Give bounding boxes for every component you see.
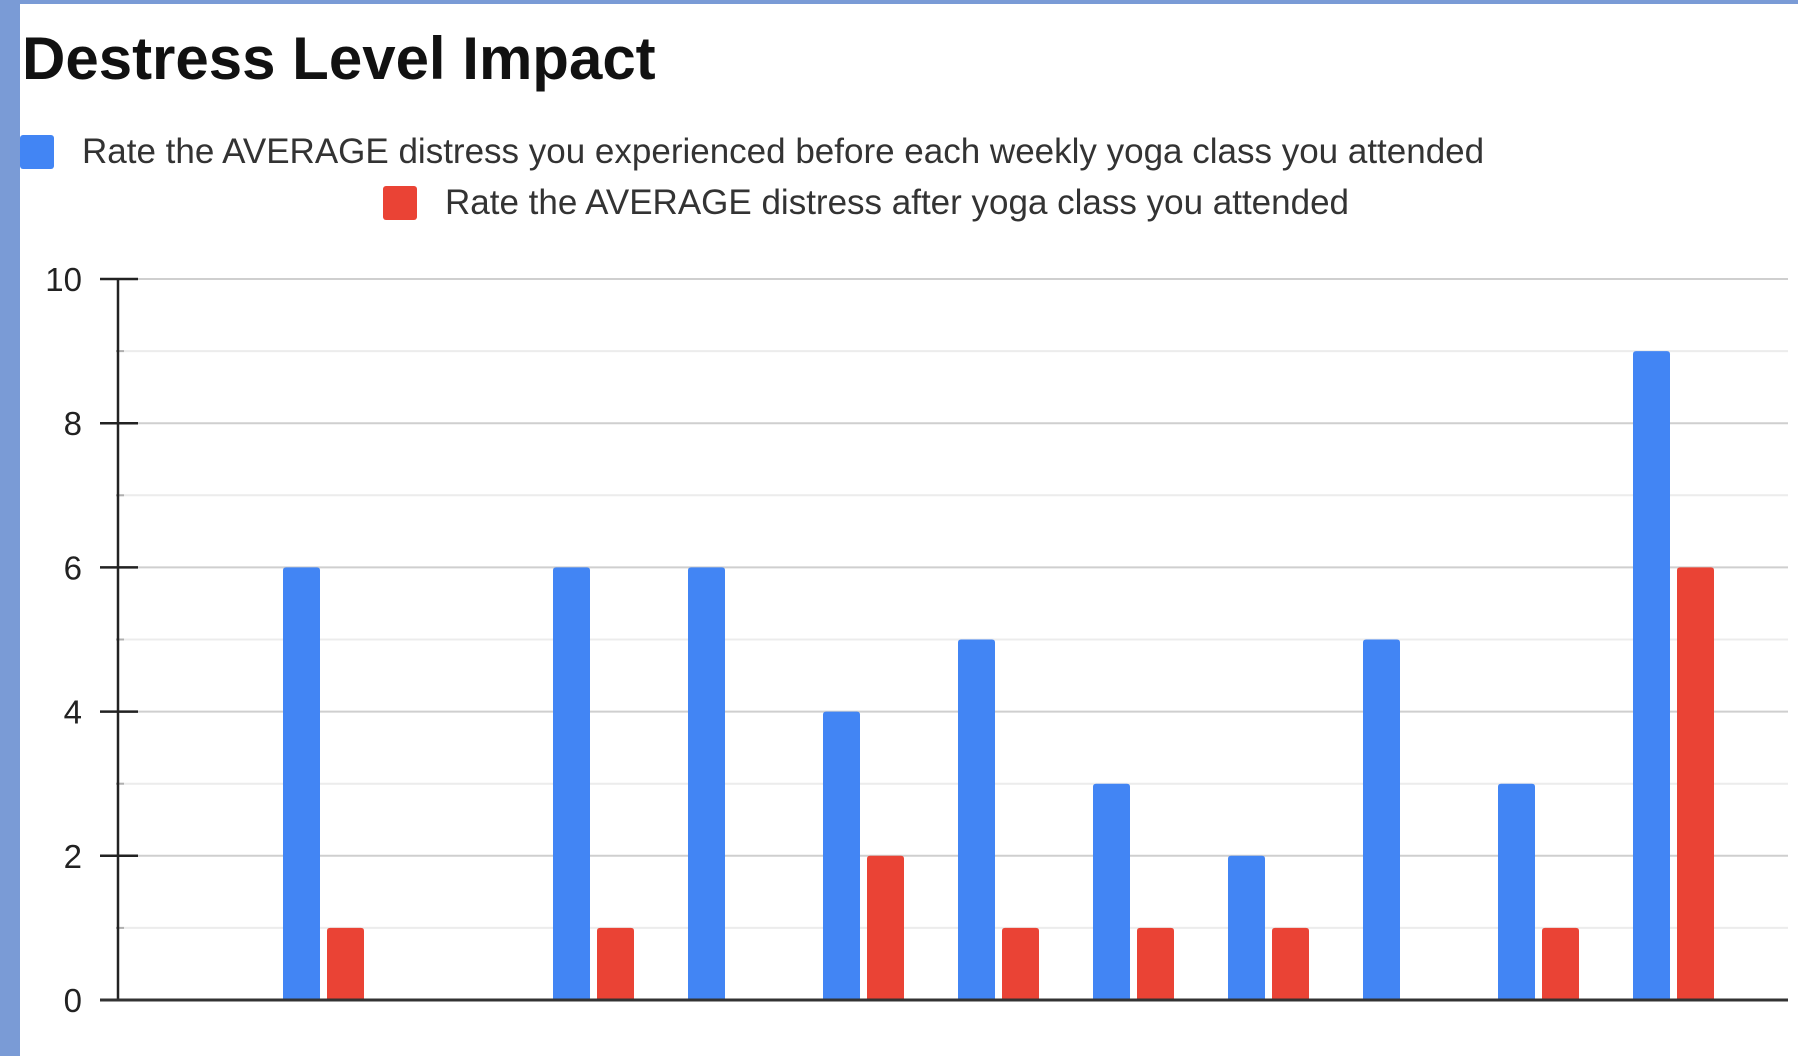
legend-label-before: Rate the AVERAGE distress you experience… [82, 132, 1485, 171]
bar-after [1677, 567, 1714, 1000]
bar-before [958, 639, 995, 1000]
y-tick-label: 8 [64, 405, 82, 442]
bar-before [283, 567, 320, 1000]
bar-before [823, 711, 860, 1000]
bar-after [1272, 927, 1309, 1000]
y-tick-label: 4 [64, 694, 82, 731]
bar-before [1633, 351, 1670, 1001]
bar-before [1093, 783, 1130, 1000]
legend-item-after: Rate the AVERAGE distress after yoga cla… [383, 183, 1349, 223]
bar-after [597, 927, 634, 1000]
bar-after [1542, 927, 1579, 1000]
y-tick-label: 6 [64, 549, 82, 586]
bar-before [553, 567, 590, 1000]
bar-before [1228, 855, 1265, 1000]
legend-swatch-before [20, 135, 54, 169]
bar-after [1137, 927, 1174, 1000]
legend-label-after: Rate the AVERAGE distress after yoga cla… [445, 183, 1350, 222]
legend-swatch-after [383, 186, 417, 220]
chart-title: Destress Level Impact [22, 25, 656, 92]
y-tick-label: 10 [45, 261, 82, 298]
y-tick-label: 0 [64, 982, 82, 1019]
bar-before [688, 567, 725, 1000]
bar-before [1498, 783, 1535, 1000]
top-border [0, 0, 1798, 4]
y-tick-label: 2 [64, 838, 82, 875]
bar-before [1363, 639, 1400, 1000]
left-border [0, 0, 20, 1056]
legend-item-before: Rate the AVERAGE distress you experience… [20, 132, 1484, 172]
bar-after [867, 855, 904, 1000]
bar-after [1002, 927, 1039, 1000]
bar-after [327, 927, 364, 1000]
